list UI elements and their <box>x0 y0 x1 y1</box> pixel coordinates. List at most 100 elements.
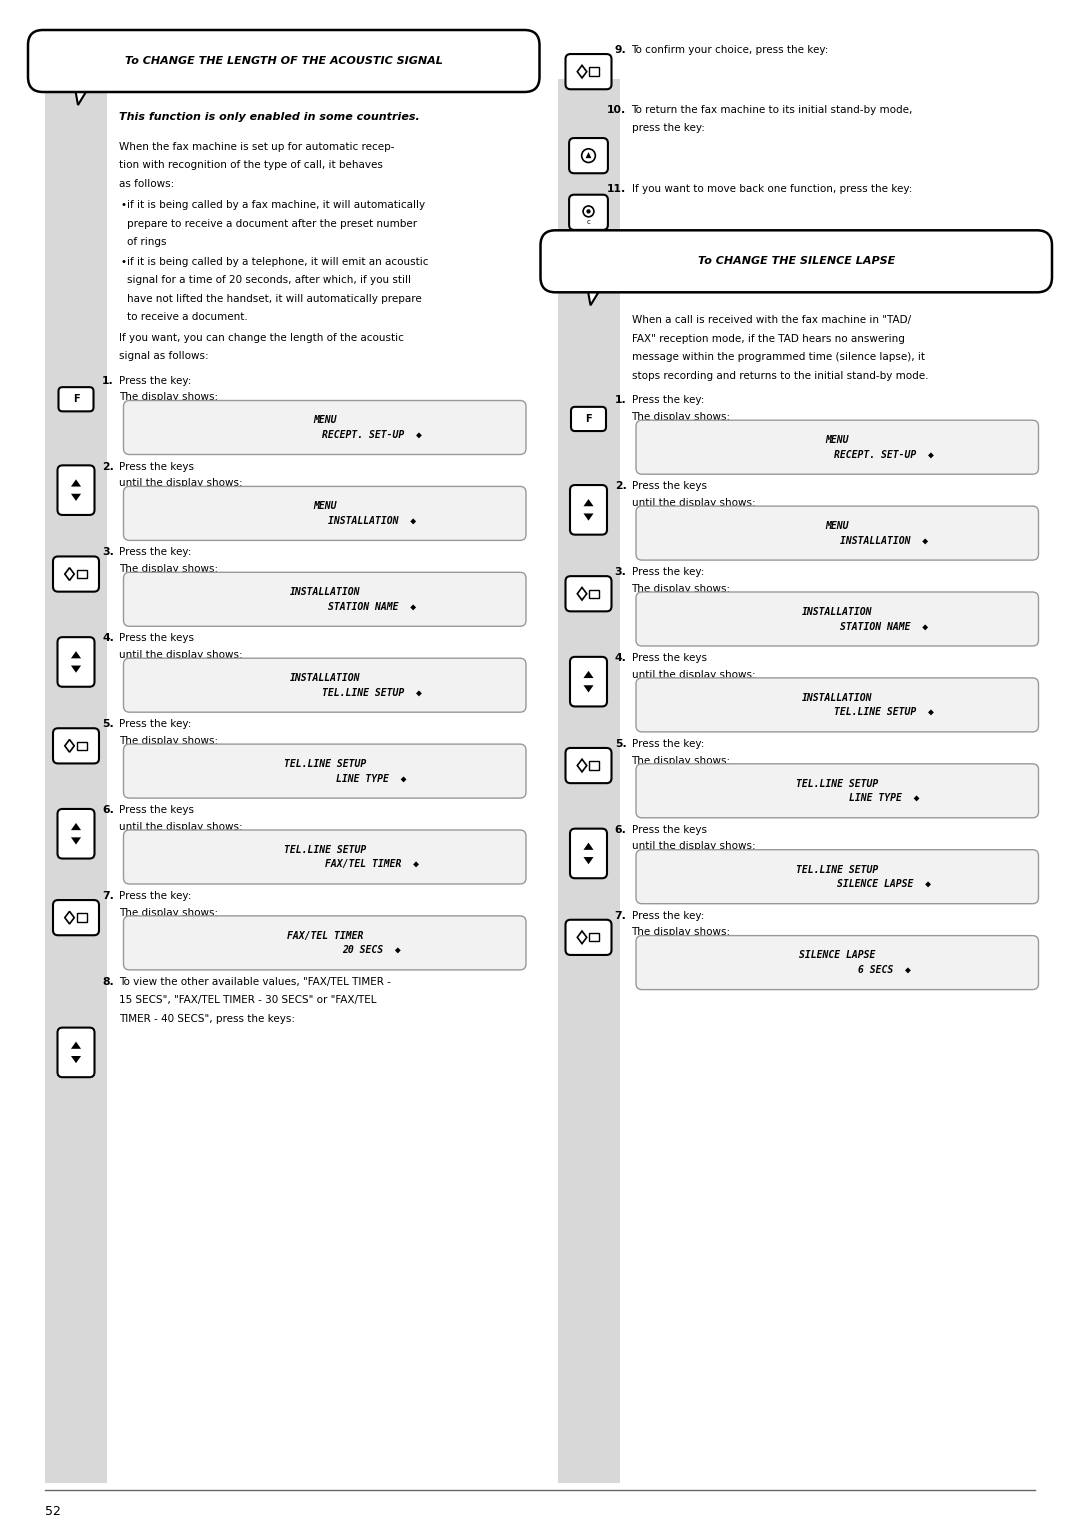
Text: 4.: 4. <box>615 652 626 663</box>
Text: Press the key:: Press the key: <box>119 376 191 385</box>
Polygon shape <box>71 666 81 672</box>
FancyBboxPatch shape <box>566 53 611 89</box>
FancyBboxPatch shape <box>590 590 599 597</box>
Text: 4.: 4. <box>103 633 114 643</box>
Text: until the display shows:: until the display shows: <box>632 669 755 680</box>
Text: INSTALLATION  ◆: INSTALLATION ◆ <box>327 515 416 526</box>
FancyBboxPatch shape <box>636 420 1039 474</box>
Text: 6 SECS  ◆: 6 SECS ◆ <box>858 964 910 975</box>
Text: The display shows:: The display shows: <box>632 755 731 766</box>
Text: 11.: 11. <box>607 183 626 194</box>
Text: TEL.LINE SETUP  ◆: TEL.LINE SETUP ◆ <box>322 688 421 697</box>
Text: TEL.LINE SETUP: TEL.LINE SETUP <box>284 845 366 854</box>
FancyBboxPatch shape <box>636 678 1039 732</box>
Text: FAX" reception mode, if the TAD hears no answering: FAX" reception mode, if the TAD hears no… <box>632 333 904 344</box>
Text: signal for a time of 20 seconds, after which, if you still: signal for a time of 20 seconds, after w… <box>127 275 411 286</box>
FancyBboxPatch shape <box>636 764 1039 817</box>
Text: Press the keys: Press the keys <box>632 481 706 490</box>
Text: •: • <box>120 257 126 266</box>
FancyBboxPatch shape <box>57 466 95 515</box>
Text: FAX/TEL TIMER  ◆: FAX/TEL TIMER ◆ <box>325 859 419 869</box>
Polygon shape <box>71 837 81 845</box>
Text: to receive a document.: to receive a document. <box>127 312 247 322</box>
Text: STATION NAME  ◆: STATION NAME ◆ <box>840 622 928 631</box>
Text: 5.: 5. <box>615 740 626 749</box>
Text: until the display shows:: until the display shows: <box>632 842 755 851</box>
Text: Press the key:: Press the key: <box>632 396 704 405</box>
Polygon shape <box>585 277 608 306</box>
Text: 7.: 7. <box>615 911 626 921</box>
Text: Press the keys: Press the keys <box>632 652 706 663</box>
Text: until the display shows:: until the display shows: <box>119 822 243 831</box>
Text: This function is only enabled in some countries.: This function is only enabled in some co… <box>119 112 420 122</box>
Text: INSTALLATION: INSTALLATION <box>802 607 873 617</box>
Text: MENU: MENU <box>313 416 337 425</box>
Text: until the display shows:: until the display shows: <box>632 498 755 507</box>
Text: LINE TYPE  ◆: LINE TYPE ◆ <box>849 793 919 802</box>
Text: When a call is received with the fax machine in "TAD/: When a call is received with the fax mac… <box>632 315 910 325</box>
FancyBboxPatch shape <box>53 729 99 764</box>
Text: The display shows:: The display shows: <box>632 413 731 422</box>
Polygon shape <box>71 1042 81 1048</box>
Text: If you want to move back one function, press the key:: If you want to move back one function, p… <box>632 183 912 194</box>
Text: until the display shows:: until the display shows: <box>119 649 243 660</box>
Text: 2.: 2. <box>615 481 626 490</box>
FancyBboxPatch shape <box>77 741 86 750</box>
Text: INSTALLATION: INSTALLATION <box>289 587 360 597</box>
Text: 2.: 2. <box>103 461 114 472</box>
Text: 20 SECS  ◆: 20 SECS ◆ <box>342 944 401 955</box>
FancyBboxPatch shape <box>57 808 95 859</box>
Text: STATION NAME  ◆: STATION NAME ◆ <box>327 602 416 611</box>
Text: signal as follows:: signal as follows: <box>119 351 208 361</box>
FancyBboxPatch shape <box>123 915 526 970</box>
FancyBboxPatch shape <box>570 657 607 706</box>
Text: 6.: 6. <box>103 805 114 814</box>
Text: To view the other available values, "FAX/TEL TIMER -: To view the other available values, "FAX… <box>119 976 391 987</box>
Text: The display shows:: The display shows: <box>119 908 218 918</box>
FancyBboxPatch shape <box>53 556 99 591</box>
Text: To confirm your choice, press the key:: To confirm your choice, press the key: <box>632 44 828 55</box>
Polygon shape <box>71 651 81 659</box>
FancyBboxPatch shape <box>28 31 540 92</box>
Text: Press the key:: Press the key: <box>632 567 704 578</box>
Text: The display shows:: The display shows: <box>632 584 731 594</box>
FancyBboxPatch shape <box>571 406 606 431</box>
Text: The display shows:: The display shows: <box>119 564 218 575</box>
Text: MENU: MENU <box>825 521 849 530</box>
Polygon shape <box>583 842 594 850</box>
FancyBboxPatch shape <box>57 637 95 686</box>
FancyBboxPatch shape <box>590 934 599 941</box>
FancyBboxPatch shape <box>636 506 1039 561</box>
Text: •: • <box>120 200 126 209</box>
Text: Press the keys: Press the keys <box>119 461 194 472</box>
FancyBboxPatch shape <box>557 79 620 1484</box>
FancyBboxPatch shape <box>570 828 607 879</box>
Text: Press the key:: Press the key: <box>119 891 191 902</box>
Text: MENU: MENU <box>313 501 337 512</box>
FancyBboxPatch shape <box>123 573 526 626</box>
Text: c: c <box>586 219 591 225</box>
FancyBboxPatch shape <box>45 79 107 1484</box>
Text: Press the keys: Press the keys <box>119 633 194 643</box>
Text: tion with recognition of the type of call, it behaves: tion with recognition of the type of cal… <box>119 160 383 170</box>
Text: 5.: 5. <box>103 720 114 729</box>
Circle shape <box>586 209 591 214</box>
Text: If you want, you can change the length of the acoustic: If you want, you can change the length o… <box>119 333 404 342</box>
Text: The display shows:: The display shows: <box>119 736 218 746</box>
Text: Press the key:: Press the key: <box>632 911 704 921</box>
FancyBboxPatch shape <box>636 591 1039 646</box>
Polygon shape <box>583 671 594 678</box>
Text: 3.: 3. <box>615 567 626 578</box>
Text: TEL.LINE SETUP: TEL.LINE SETUP <box>284 759 366 769</box>
FancyBboxPatch shape <box>566 747 611 784</box>
Text: 15 SECS", "FAX/TEL TIMER - 30 SECS" or "FAX/TEL: 15 SECS", "FAX/TEL TIMER - 30 SECS" or "… <box>119 995 377 1005</box>
FancyBboxPatch shape <box>636 850 1039 903</box>
Text: FAX/TEL TIMER: FAX/TEL TIMER <box>286 931 363 941</box>
Text: prepare to receive a document after the preset number: prepare to receive a document after the … <box>127 219 417 229</box>
Text: 10.: 10. <box>607 104 626 115</box>
Text: Press the key:: Press the key: <box>119 547 191 558</box>
FancyBboxPatch shape <box>57 1028 95 1077</box>
FancyBboxPatch shape <box>570 484 607 535</box>
Polygon shape <box>71 1056 81 1063</box>
Polygon shape <box>583 513 594 521</box>
